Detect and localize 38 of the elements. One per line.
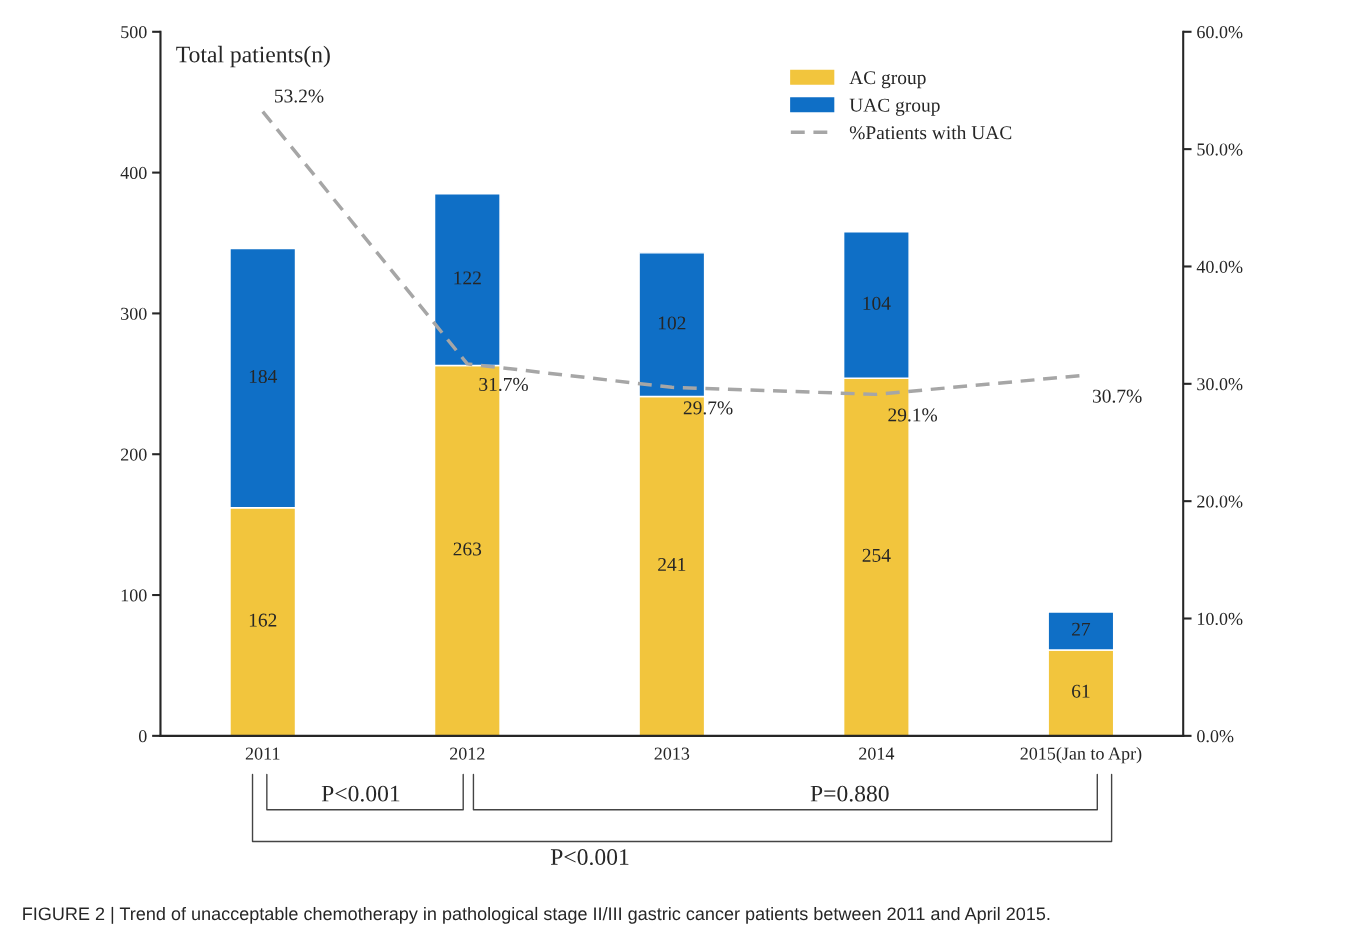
x-tick-label: 2014 — [859, 747, 895, 760]
data-label: 263 — [453, 542, 482, 556]
data-label: 122 — [454, 271, 481, 285]
text: P=0.880 — [810, 785, 889, 802]
caption: FIGURE 2 | Trend of unacceptable chemotherapy in pathological stage II/III gastric cancer patients between 2011 and April 2015. — [23, 906, 1050, 924]
y2-tick-label: 20.0% — [1197, 495, 1243, 508]
y-tick-label: 0 — [138, 730, 147, 743]
text: P<0.001 — [550, 849, 629, 866]
y-axis-title: Total patients(n) — [176, 45, 330, 68]
y2-tick-label: 40.0% — [1196, 260, 1243, 273]
data-label: 102 — [658, 316, 686, 330]
data-label: 61 — [1072, 684, 1090, 698]
y2-tick-label: 0.0% — [1197, 730, 1234, 743]
y2-tick-label: 60.0% — [1197, 26, 1243, 39]
y-tick-label: 500 — [121, 26, 147, 39]
x-tick-label: 2015(Jan to Apr) — [1020, 746, 1142, 764]
x-tick-label: 2013 — [654, 747, 690, 760]
y-tick-label: 100 — [121, 589, 147, 602]
legend-label: UAC group — [849, 98, 940, 116]
y2-tick-label: 50.0% — [1197, 143, 1243, 156]
y-tick-label: 200 — [120, 448, 147, 461]
data-label: 241 — [658, 557, 686, 571]
y2-tick-label: 30.0% — [1197, 378, 1243, 391]
data-label: 104 — [863, 296, 891, 310]
x-tick-label: 2012 — [450, 747, 485, 760]
y-tick-label: 300 — [121, 307, 147, 320]
data-label: 53.2% — [274, 89, 324, 103]
y-tick-label: 400 — [120, 166, 147, 180]
data-label: 184 — [249, 369, 278, 384]
y2-tick-label: 10.0% — [1197, 612, 1243, 626]
legend-label: %Patients with UAC — [849, 125, 1012, 140]
text: P<0.001 — [321, 785, 400, 802]
data-label: 30.7% — [1092, 389, 1142, 403]
legend-label: AC group — [849, 71, 926, 89]
data-label: 27 — [1072, 622, 1091, 636]
data-label: 254 — [862, 548, 891, 562]
x-tick-label: 2011 — [245, 747, 280, 760]
data-label: 162 — [249, 613, 277, 627]
